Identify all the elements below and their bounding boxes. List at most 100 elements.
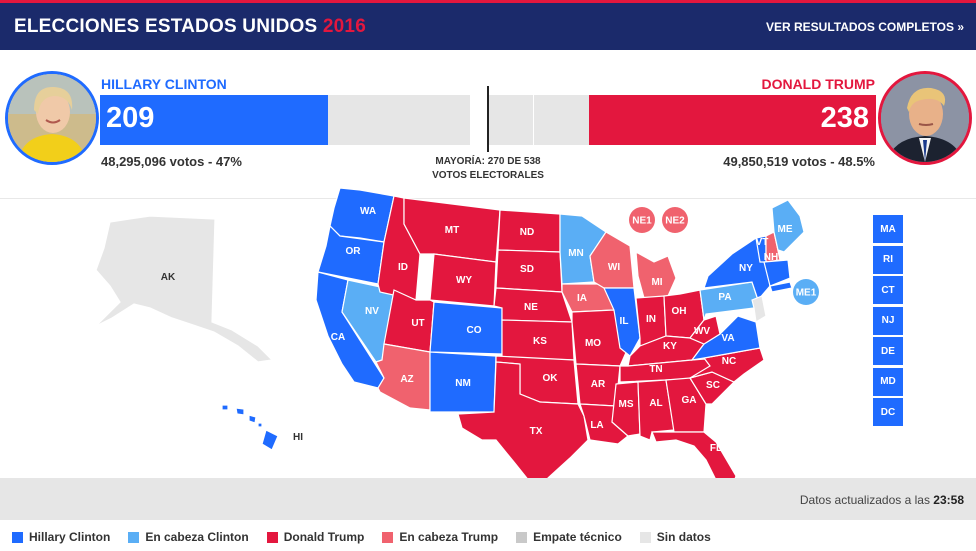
legend-item: Donald Trump [266,530,365,544]
state-label-MT: MT [445,225,459,236]
state-New-England-south[interactable] [763,259,791,287]
small-state-DC[interactable]: DC [873,398,903,426]
legend-swatch [639,531,651,543]
state-label-ME: ME [778,224,793,235]
state-label-AL: AL [649,398,662,409]
state-HI[interactable] [221,404,279,451]
state-label-AK: AK [161,272,176,283]
state-label-MI: MI [651,277,662,288]
legend-swatch [382,531,394,543]
state-label-HI: HI [293,432,303,443]
state-label-FL: FL [710,443,722,454]
update-timestamp: Datos actualizados a las 23:58 [800,493,964,507]
legend-item: Sin datos [639,530,711,544]
district-bubble-NE1[interactable]: NE1 [629,207,655,233]
state-label-VT: VT [756,237,769,248]
small-state-MD[interactable]: MD [873,367,903,396]
legend-swatch [128,531,140,543]
majority-line-2: VOTOS ELECTORALES [432,170,544,181]
legend-label: Empate técnico [533,530,622,544]
state-NH[interactable] [765,231,781,263]
district-bubble-label: NE2 [665,216,685,227]
state-label-OK: OK [543,373,559,384]
state-MI[interactable] [635,250,677,299]
small-states-column: MA RI CT NJ DE MD DC [873,215,903,429]
state-label-SD: SD [520,264,534,275]
district-bubble-label: NE1 [632,216,652,227]
state-AK[interactable] [95,215,274,363]
state-NJ-mainland[interactable] [751,295,767,323]
state-label-LA: LA [590,420,603,431]
page-title: ELECCIONES ESTADOS UNIDOS 2016 [14,16,366,38]
update-time: 23:58 [933,493,964,507]
state-long-island[interactable] [769,281,793,293]
us-electoral-map: WA OR CA NV ID MT WY UT AZ CO NM ND SD NE KS OK TX MN IA MO… [95,187,819,495]
state-label-MS: MS [619,399,634,410]
electoral-bar-center-gray [487,95,533,145]
state-MS[interactable] [611,381,641,437]
state-label-WA: WA [360,206,376,217]
legend-label: En cabeza Clinton [145,530,249,544]
legend-item: En cabeza Trump [382,530,498,544]
legend-item: Empate técnico [516,530,622,544]
state-label-WV: WV [694,326,710,337]
state-label-MN: MN [568,248,584,259]
section-divider [0,198,976,199]
update-label: Datos actualizados a las [799,493,930,507]
small-state-NJ[interactable]: NJ [873,306,903,335]
state-label-OR: OR [346,246,362,257]
district-bubbles: NE1 NE2 ME1 [629,207,819,305]
state-label-NM: NM [455,378,471,389]
state-label-KS: KS [533,336,547,347]
state-label-AZ: AZ [400,374,413,385]
state-label-NH: NH [764,252,778,263]
small-state-RI[interactable]: RI [873,245,903,274]
state-label-TX: TX [530,426,543,437]
state-WV[interactable] [689,315,721,345]
state-ME[interactable] [771,199,805,253]
legend-label: En cabeza Trump [399,530,499,544]
state-GA[interactable] [665,377,707,433]
legend-label: Sin datos [656,530,711,544]
legend-item: En cabeza Clinton [128,530,249,544]
state-label-GA: GA [682,395,697,406]
state-VA[interactable] [690,315,761,361]
majority-marker [487,86,489,152]
small-state-MA[interactable]: MA [873,215,903,243]
state-label-IN: IN [646,314,656,325]
state-labels: WA OR CA NV ID MT WY UT AZ CO NM ND SD NE KS OK TX MN IA MO… [161,206,793,454]
small-state-CT[interactable]: CT [873,276,903,304]
state-label-WY: WY [456,275,472,286]
state-WA[interactable] [329,187,395,243]
legend-label: Hillary Clinton [29,530,111,544]
state-label-VA: VA [721,333,734,344]
state-label-ND: ND [520,227,534,238]
legend-swatch [12,531,23,543]
state-label-NE: NE [524,302,538,313]
majority-line-1: MAYORÍA: 270 DE 538 [435,156,541,167]
state-NC[interactable] [689,347,765,383]
small-state-DE[interactable]: DE [873,337,903,365]
clinton-popular-votes: 48,295,096 votos - 47% [101,154,242,169]
state-label-OH: OH [672,306,687,317]
state-label-CO: CO [467,325,482,336]
trump-electoral-bar [589,95,876,145]
trump-popular-votes: 49,850,519 votos - 48.5% [723,154,875,169]
state-label-TN: TN [649,364,662,375]
state-label-WI: WI [608,262,620,273]
state-label-SC: SC [706,380,720,391]
clinton-avatar [5,71,99,165]
state-label-KY: KY [663,341,677,352]
full-results-link[interactable]: VER RESULTADOS COMPLETOS » [765,20,964,34]
district-bubble-ME1[interactable]: ME1 [793,279,819,305]
state-label-AR: AR [591,379,606,390]
map-legend: Hillary Clinton En cabeza Clinton Donald T… [12,530,729,544]
state-label-CA: CA [331,332,345,343]
legend-label: Donald Trump [283,530,365,544]
district-bubble-NE2[interactable]: NE2 [662,207,688,233]
clinton-name: HILLARY CLINTON [101,76,227,92]
trump-electoral-votes: 238 [820,102,869,134]
majority-label: MAYORÍA: 270 DE 538 VOTOS ELECTORALES [418,155,558,183]
state-label-NV: NV [365,306,379,317]
trump-avatar [878,71,972,165]
